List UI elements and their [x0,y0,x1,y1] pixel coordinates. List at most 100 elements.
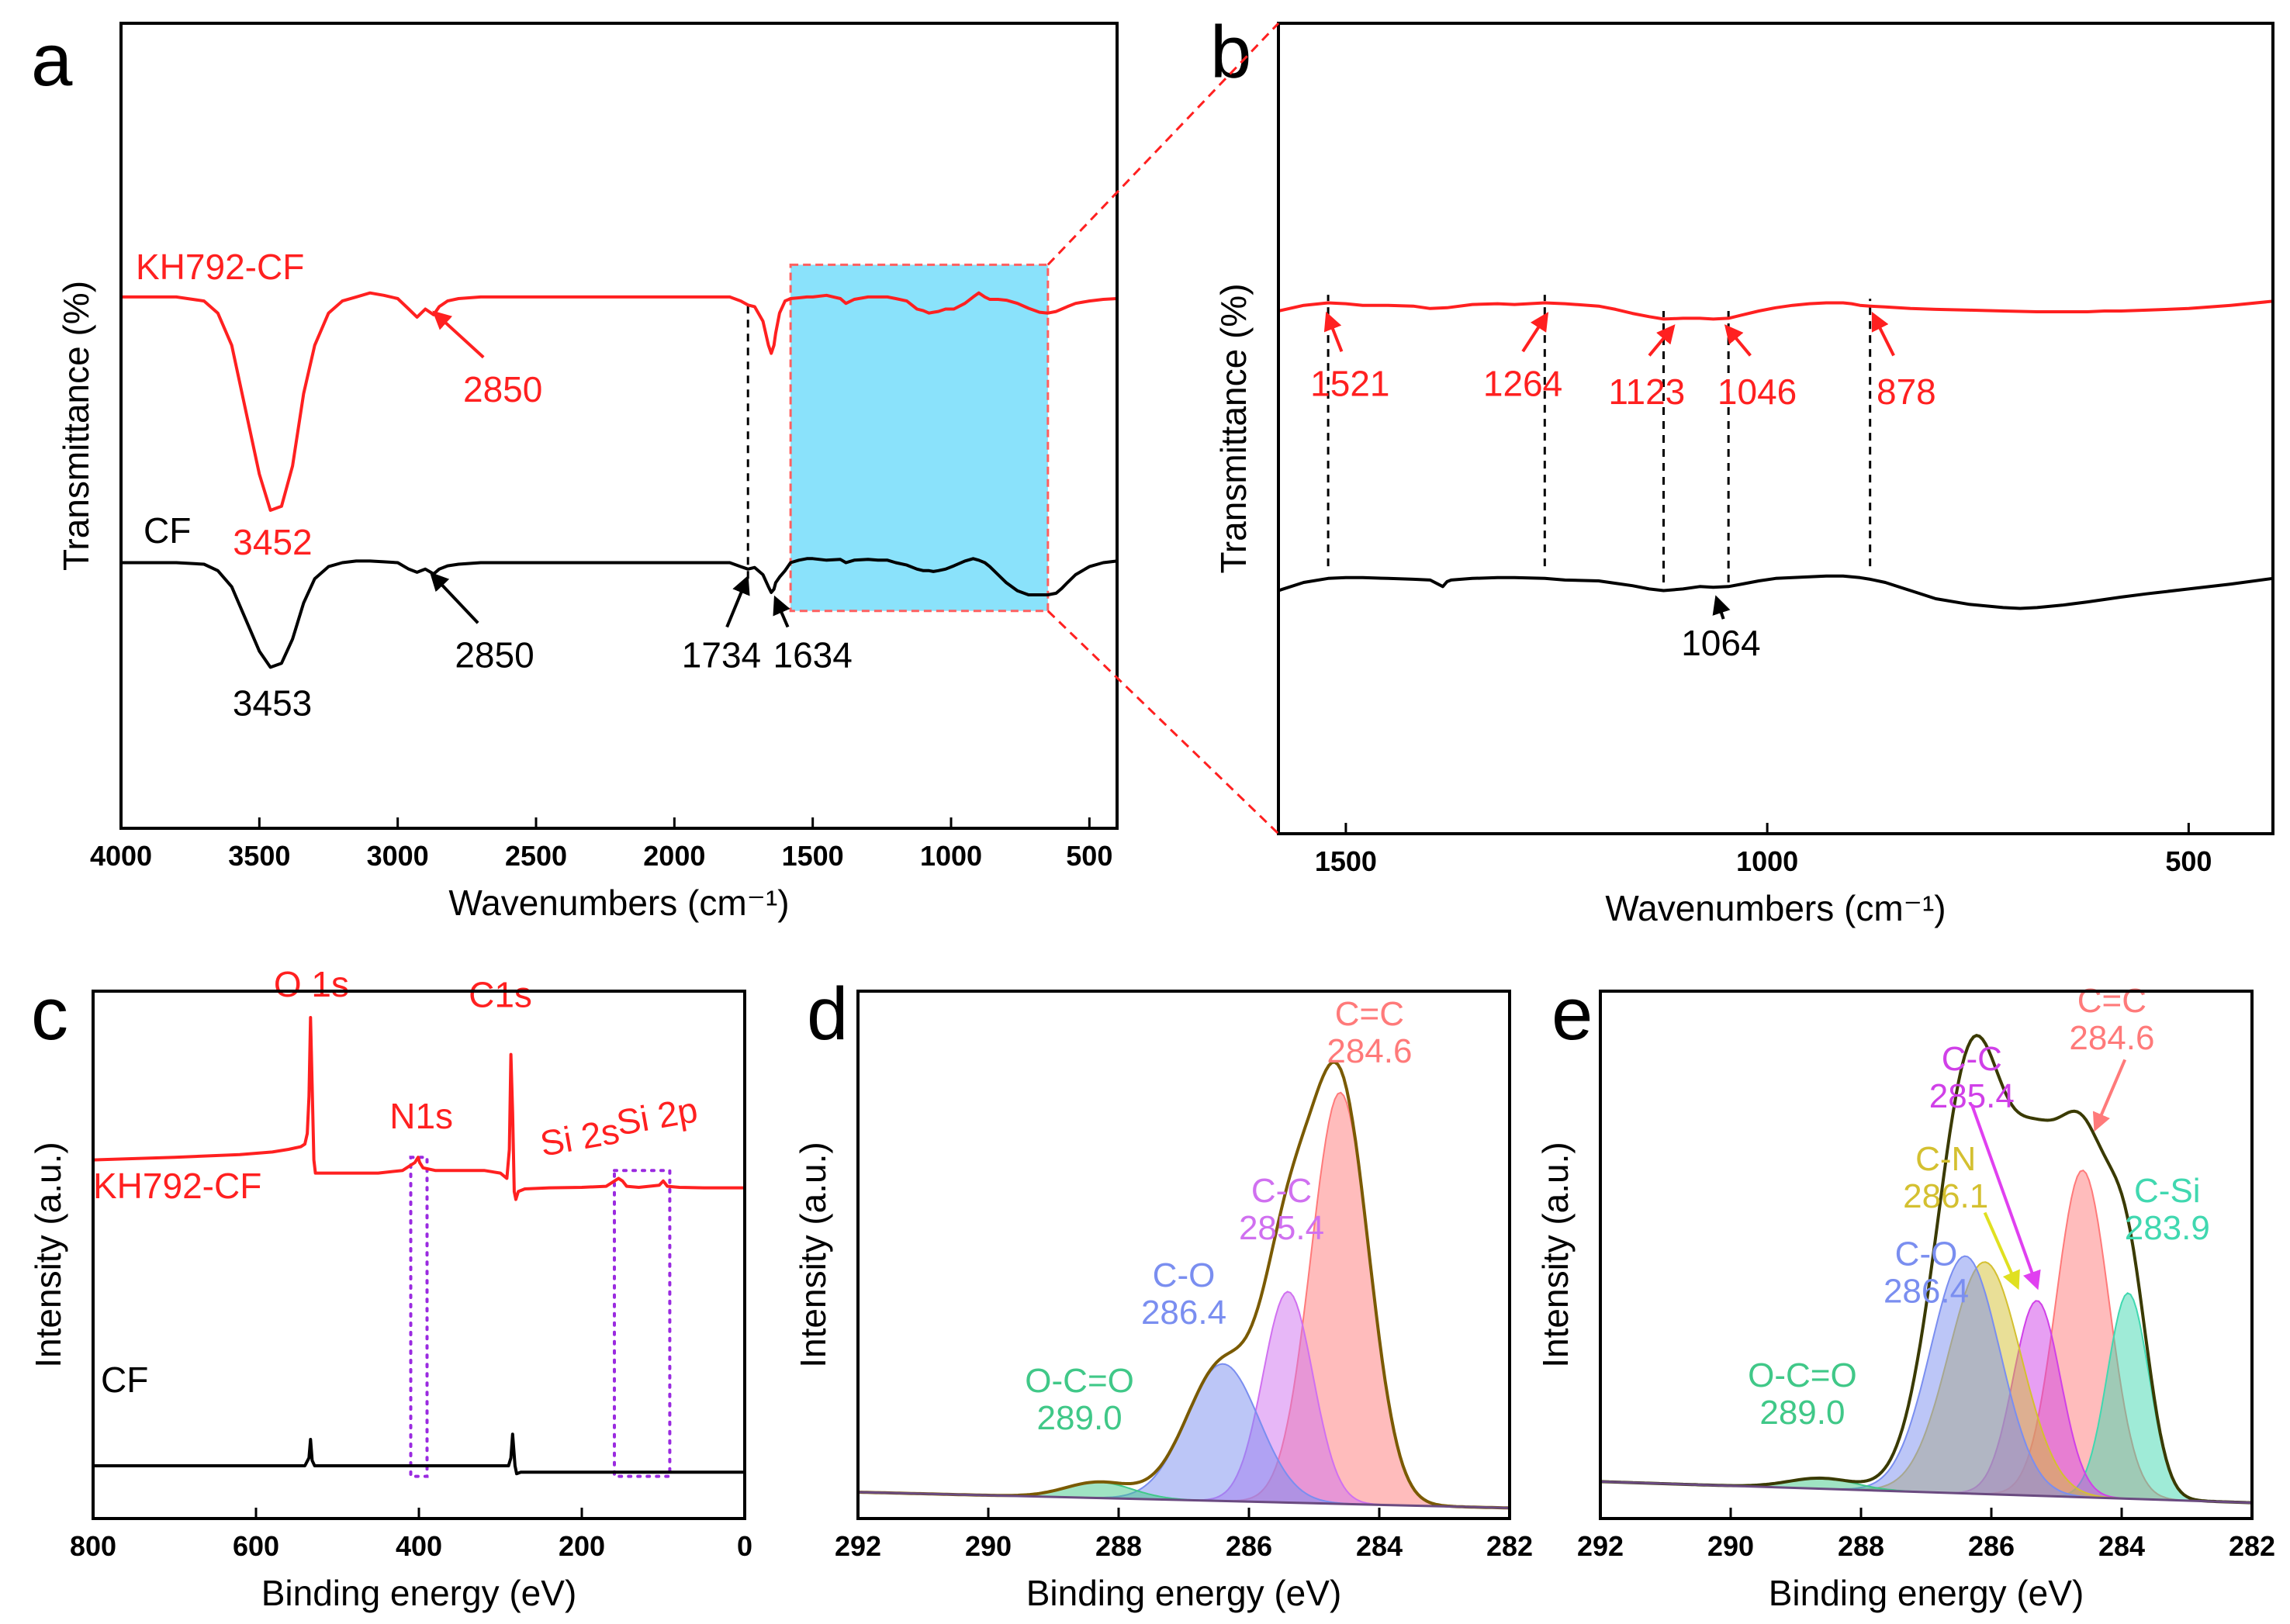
series-line-cf [1278,574,2274,610]
series-line-kh792-cf [1278,299,2274,321]
annotation-label-4: 1734 [682,634,761,675]
x-tick-label: 500 [1066,840,1112,872]
y-axis-title: Intensity (a.u.) [1535,1142,1576,1367]
component-arrow-2 [2092,1059,2127,1132]
annotation-label-3: Si 2s [537,1111,622,1164]
x-tick-label: 4000 [90,840,152,872]
x-tick-label: 1000 [920,840,982,872]
x-axis-title: Binding energy (eV) [1026,1573,1342,1613]
annotation-label-2: 3453 [233,683,312,724]
y-axis-title: Intensity (a.u.) [793,1142,833,1367]
panel-b: b 1521 1264 1123 1046 878 1064 1500 1000 500 Waven… [1210,11,2274,928]
series-line-kh792-cf [92,1016,745,1201]
annotation-label-0: 3452 [233,522,312,562]
annotation-label-1: C1s [469,974,532,1014]
x-tick-label: 288 [1838,1530,1884,1562]
annotation-arrow-1 [432,310,485,359]
component-position-c-o: 286.4 [1141,1294,1226,1332]
series-line-cf [93,1432,745,1476]
x-tick-label: 284 [2098,1530,2145,1562]
annotation-label-5: 1064 [1681,623,1760,663]
panel-letter-b: b [1210,11,1251,94]
component-position-c-n: 286.1 [1903,1177,1988,1215]
x-tick-label: 284 [1356,1530,1403,1562]
annotation-label-4: Si 2p [614,1089,700,1142]
series-label-cf: CF [101,1360,148,1400]
annotation-label-2: N1s [389,1096,453,1136]
x-tick-label: 290 [965,1530,1012,1562]
annotation-arrow-1 [1521,312,1549,353]
component-arrow-1 [1983,1211,2020,1291]
x-axis-title: Wavenumbers (cm⁻¹) [1605,888,1946,928]
x-tick-label: 290 [1707,1530,1754,1562]
series-label-cf: CF [144,510,191,551]
component-position-c=c: 284.6 [1327,1032,1412,1070]
component-label-c-o: C-O [1895,1235,1958,1273]
component-position-c-si: 283.9 [2125,1209,2210,1247]
dotted-box-1 [613,1169,672,1478]
background-line [1600,1480,2253,1505]
component-label-c-c: C-C [1942,1040,2002,1078]
annotation-arrow-4 [1871,311,1895,357]
component-position-o-c=o: 289.0 [1759,1394,1845,1432]
component-position-c-c: 285.4 [1929,1077,2015,1115]
x-tick-label: 2000 [643,840,705,872]
component-label-c-c: C-C [1251,1172,1312,1210]
x-tick-label: 1500 [1315,845,1377,877]
x-tick-label: 600 [233,1530,279,1562]
annotation-arrow-2 [1648,324,1676,357]
x-tick-label: 2500 [505,840,567,872]
component-position-c-c: 285.4 [1239,1209,1324,1247]
annotation-label-3: 1046 [1718,371,1797,412]
y-axis-title: Transmittance (%) [1213,283,1254,573]
component-position-c=c: 284.6 [2069,1019,2154,1057]
annotation-label-2: 1123 [1608,371,1685,412]
panel-letter-e: e [1551,973,1593,1056]
component-label-c-n: C-N [1915,1140,1976,1178]
x-tick-label: 200 [559,1530,605,1562]
x-tick-label: 282 [2229,1530,2275,1562]
x-tick-label: 282 [1486,1530,1533,1562]
annotation-label-4: 878 [1877,371,1936,412]
component-arrow-0 [1970,1104,2041,1291]
component-position-c-o: 286.4 [1884,1273,1969,1311]
axis-frame [92,990,746,1520]
zoom-connector-bottom [1046,610,1280,835]
panel-letter-c: c [31,973,68,1056]
zoom-connector-top [1046,22,1280,266]
annotation-arrow-3 [429,572,479,624]
x-axis-title: Binding energy (eV) [1769,1573,2084,1613]
x-tick-label: 500 [2165,845,2212,877]
component-label-c=c: C=C [2077,982,2146,1020]
x-axis-title: Wavenumbers (cm⁻¹) [448,883,789,923]
annotation-label-0: 1521 [1310,364,1389,404]
y-axis-title: Transmittance (%) [56,281,96,571]
axis-frame [856,990,1511,1520]
x-tick-label: 1000 [1736,845,1798,877]
component-position-o-c=o: 289.0 [1037,1399,1123,1437]
x-tick-label: 400 [396,1530,442,1562]
series-line-kh792-cf [121,291,1118,512]
background-line [857,1491,1510,1509]
annotation-label-1: 1264 [1483,364,1562,404]
component-label-c-si: C-Si [2134,1172,2201,1210]
panel-letter-d: d [807,973,848,1056]
annotation-label-5: 1634 [773,634,852,675]
x-tick-label: 292 [835,1530,881,1562]
x-axis-title: Binding energy (eV) [261,1573,577,1613]
annotation-arrow-0 [1323,311,1344,352]
annotation-arrow-3 [1724,324,1752,357]
x-tick-label: 0 [737,1530,752,1562]
x-tick-label: 286 [1226,1530,1272,1562]
panel-letter-a: a [31,19,73,102]
x-tick-label: 1500 [782,840,844,872]
series-line-cf [121,557,1118,669]
x-tick-label: 292 [1577,1530,1624,1562]
x-tick-label: 3000 [367,840,429,872]
annotation-arrow-5 [1712,595,1731,620]
annotation-arrow-5 [773,595,790,628]
